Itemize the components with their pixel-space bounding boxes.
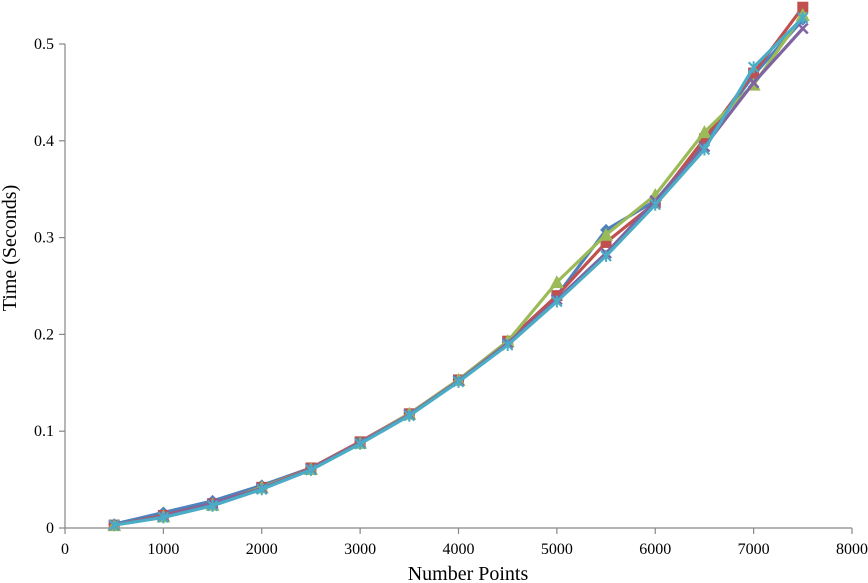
data-point (797, 1, 809, 13)
data-point (747, 76, 760, 89)
data-point (600, 249, 612, 262)
y-tick-label: 0.2 (34, 326, 54, 343)
data-point (501, 339, 514, 352)
x-tick-label: 1000 (147, 541, 179, 558)
series-3 (107, 7, 810, 532)
data-point (354, 437, 366, 450)
y-tick-label: 0.3 (34, 230, 54, 247)
data-point (698, 133, 710, 145)
data-point (697, 125, 712, 139)
data-point (108, 519, 120, 532)
x-axis-title: Number Points (408, 563, 529, 583)
x-tick-label: 3000 (344, 541, 376, 558)
data-point (206, 499, 219, 512)
x-tick-label: 4000 (443, 541, 475, 558)
series-line (112, 26, 805, 527)
x-tick-label: 8000 (836, 541, 868, 558)
data-point (649, 198, 661, 211)
data-point (698, 143, 711, 156)
series-line (112, 5, 805, 527)
data-point (305, 463, 317, 476)
x-tick-label: 7000 (738, 541, 770, 558)
y-tick-label: 0.1 (34, 423, 54, 440)
series-5 (108, 11, 809, 532)
x-tick-label: 0 (61, 541, 69, 558)
data-point (797, 11, 809, 24)
series-line (112, 13, 805, 527)
x-tick-label: 5000 (541, 541, 573, 558)
x-tick-label: 2000 (246, 541, 278, 558)
data-point (747, 61, 760, 74)
y-tick-label: 0 (46, 520, 54, 537)
data-point (549, 275, 564, 289)
data-point (452, 375, 465, 388)
data-point (599, 227, 614, 241)
axes: 0 0.1 0.2 0.3 0.4 0.5 0 1000 2000 3000 4000 5000 600… (34, 36, 868, 558)
series-line (112, 16, 805, 527)
data-point (256, 483, 268, 496)
y-tick-label: 0.4 (34, 133, 54, 150)
y-tick-label: 0.5 (34, 36, 54, 53)
y-axis-title: Time (Seconds) (0, 185, 21, 311)
data-point (157, 511, 170, 524)
series-4 (108, 22, 809, 531)
series-2 (108, 1, 809, 531)
series-1 (108, 13, 809, 531)
series-layer (107, 1, 810, 532)
data-point (403, 409, 416, 422)
x-tick-label: 6000 (639, 541, 671, 558)
data-point (551, 295, 563, 308)
data-point (796, 22, 809, 35)
series-line (112, 18, 805, 526)
data-point (600, 236, 612, 248)
